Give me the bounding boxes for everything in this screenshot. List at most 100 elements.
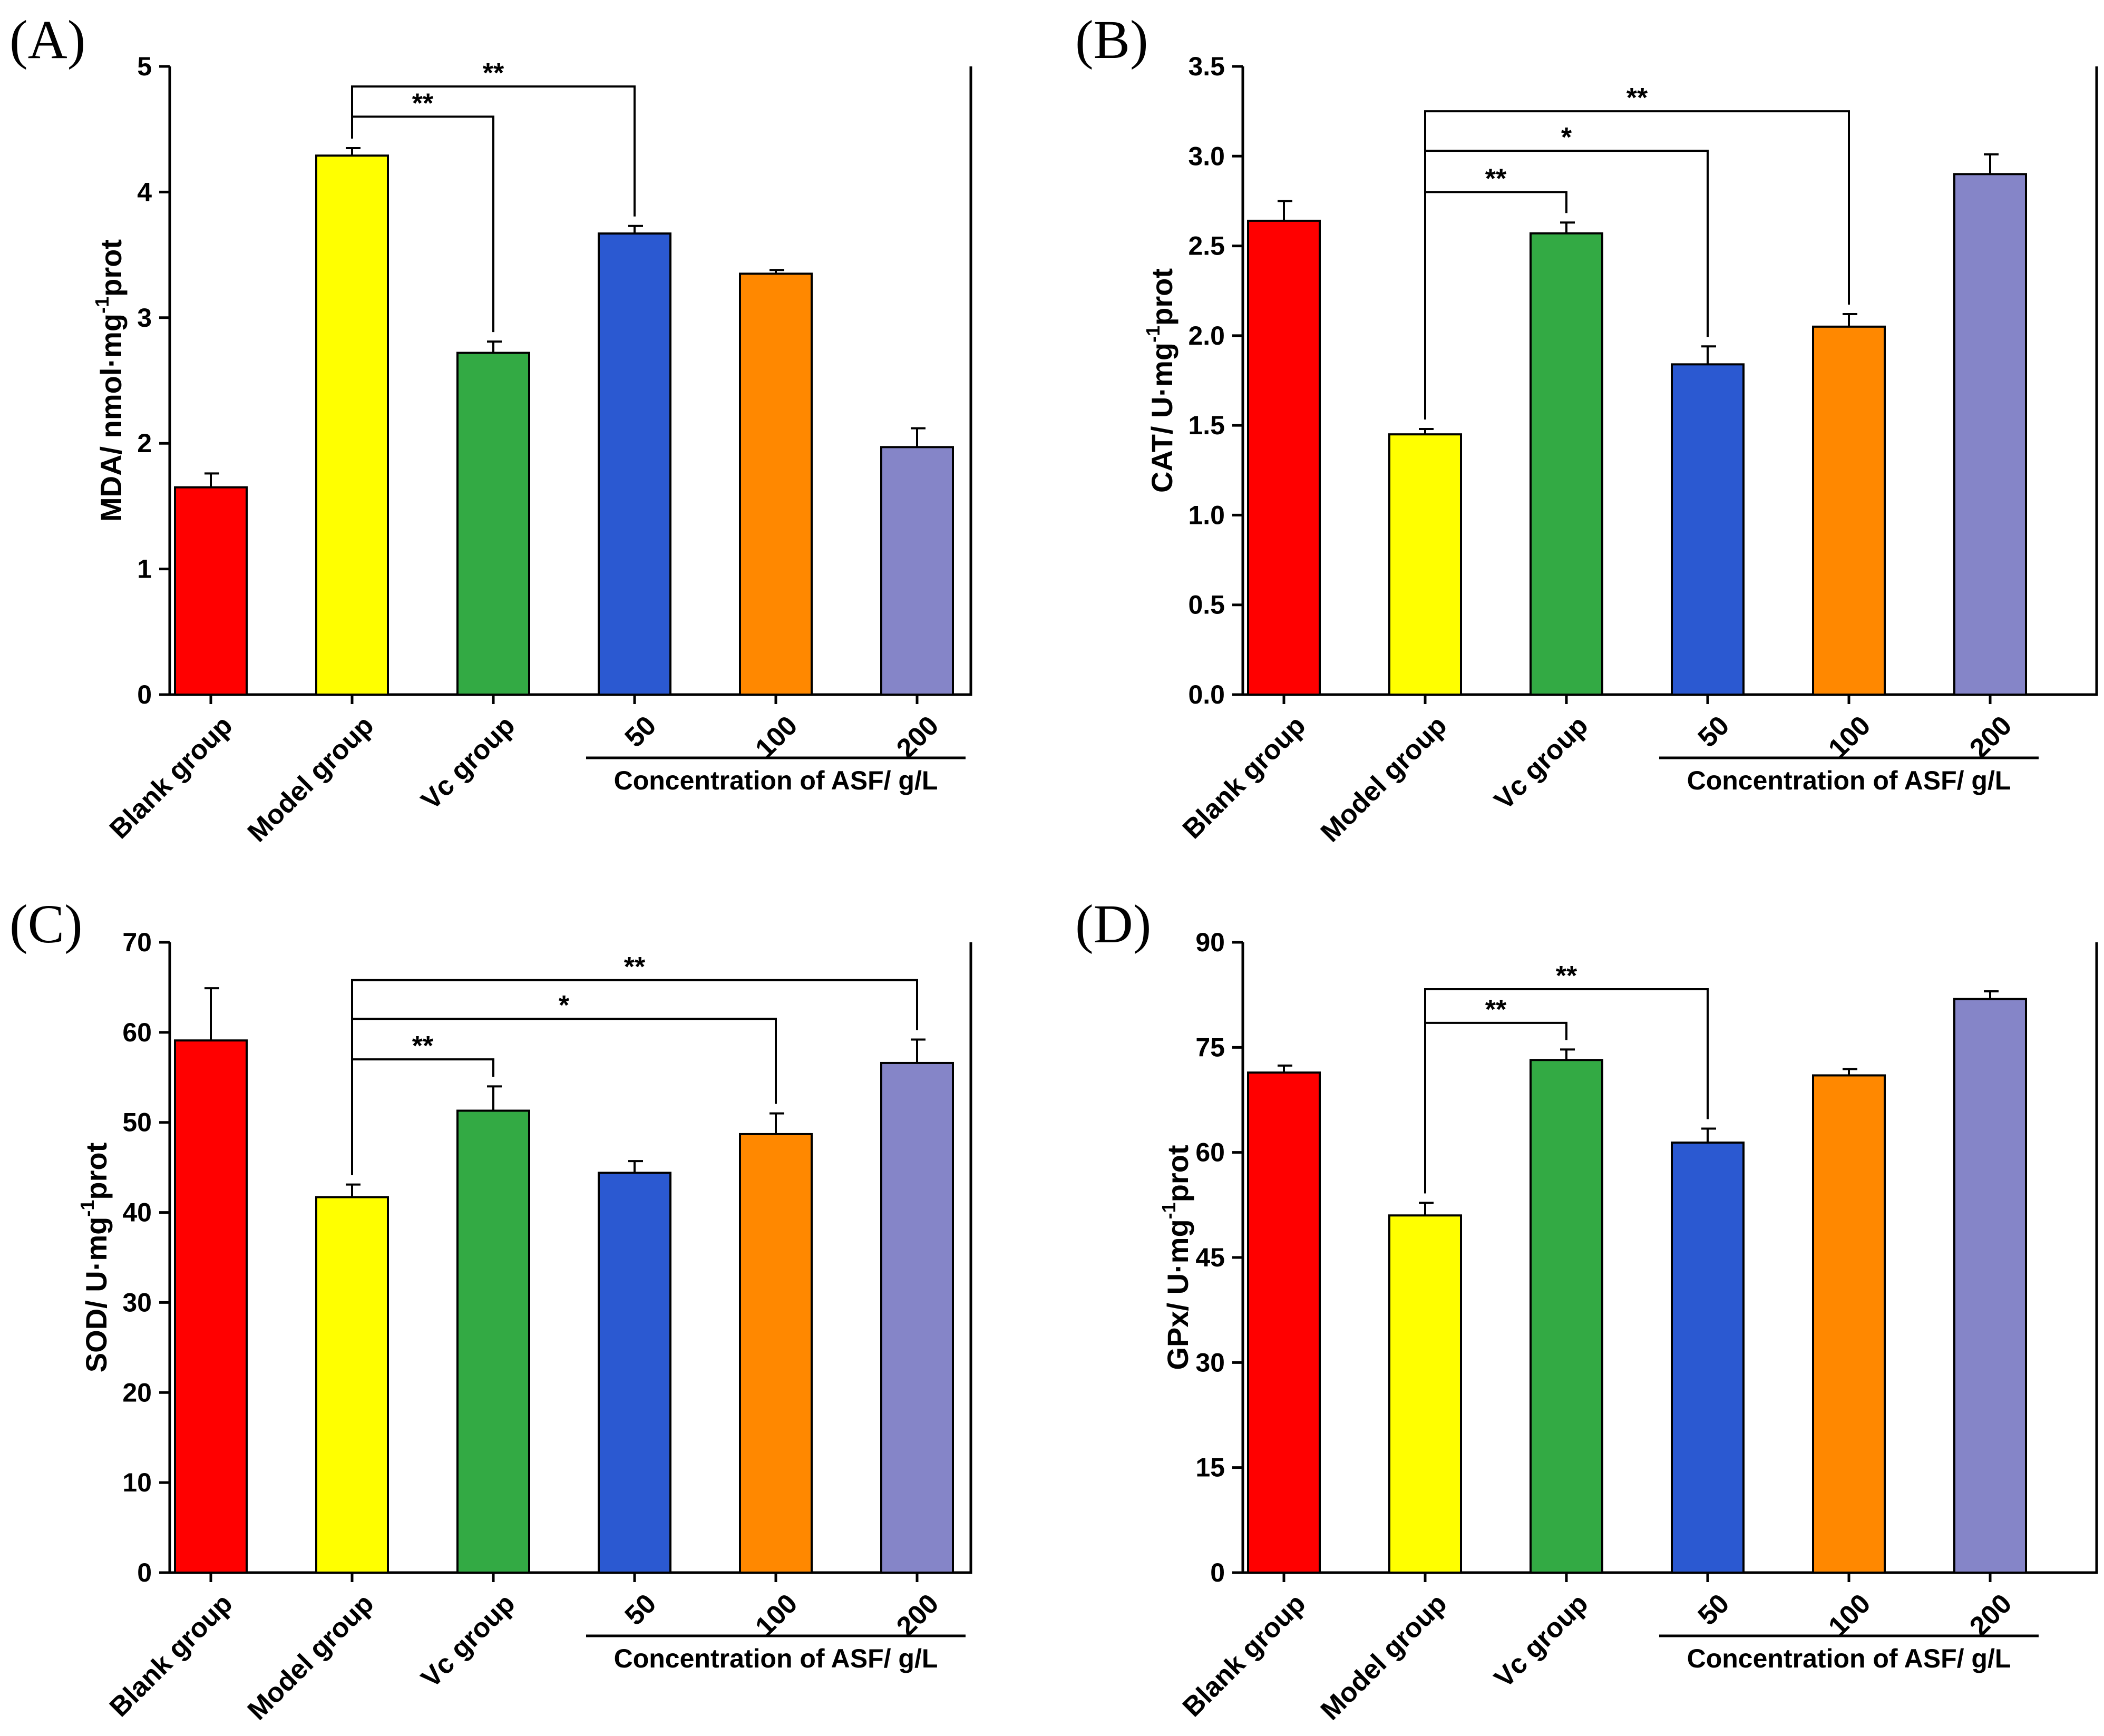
y-tick-label: 1.0 xyxy=(1188,500,1225,530)
x-tick-label: Blank group xyxy=(1177,710,1312,845)
chart-panel-c: (C) 0 10 20 30 40 50 60 70 SOD/ U·mg-1prot Blank g… xyxy=(9,894,972,1726)
significance-label: ** xyxy=(483,58,504,89)
group-caption: Concentration of ASF/ g/L xyxy=(614,766,938,795)
y-axis-title: MDA/ nmol·mg-1prot xyxy=(91,239,128,522)
panel-label: (A) xyxy=(9,9,85,70)
y-tick-label: 60 xyxy=(122,1018,152,1047)
bar-6 xyxy=(1953,173,2027,696)
x-tick-label: Model group xyxy=(1315,1588,1453,1726)
y-tick-label: 0 xyxy=(1210,1558,1225,1587)
x-tick-label: Model group xyxy=(1315,710,1453,848)
y-tick-label: 1 xyxy=(137,554,152,584)
x-tick-label: Vc group xyxy=(1488,1588,1594,1693)
x-tick-label: 100 xyxy=(749,710,803,764)
bar-3 xyxy=(456,1109,530,1574)
y-tick-label: 20 xyxy=(122,1378,152,1407)
axis-frame xyxy=(168,66,972,696)
group-caption: Concentration of ASF/ g/L xyxy=(1687,1644,2011,1673)
y-tick-label: 10 xyxy=(122,1468,152,1497)
group-caption: Concentration of ASF/ g/L xyxy=(1687,766,2011,795)
x-tick-label: 200 xyxy=(1964,1588,2018,1642)
bar-3 xyxy=(1530,232,1603,696)
x-tick-label: 50 xyxy=(1692,1588,1736,1631)
y-tick-label: 45 xyxy=(1195,1243,1225,1272)
significance-bracket xyxy=(351,85,636,217)
y-axis-title-main: MDA/ nmol·mg xyxy=(94,314,128,522)
bar-1 xyxy=(1247,1071,1321,1574)
bar-2 xyxy=(1388,1214,1462,1574)
chart-panel-b: (B) 0.0 0.5 1.0 1.5 2.0 2.5 3.0 3.5 CAT/ U·mg-1pr… xyxy=(1075,9,2098,848)
significance-bracket xyxy=(1424,110,1850,420)
significance-bracket xyxy=(1424,988,1709,1194)
bar-2 xyxy=(315,1196,389,1574)
y-axis-title-sup: -1 xyxy=(76,1200,98,1217)
x-tick-label: 100 xyxy=(749,1588,803,1642)
y-tick-label: 3.5 xyxy=(1188,52,1225,81)
bar-6 xyxy=(880,446,954,696)
bar-6 xyxy=(1953,998,2027,1574)
significance-label: ** xyxy=(624,952,646,982)
bar-1 xyxy=(1247,219,1321,696)
y-tick-label: 0 xyxy=(137,1558,152,1587)
y-tick-label: 30 xyxy=(122,1288,152,1317)
group-caption: Concentration of ASF/ g/L xyxy=(614,1644,938,1673)
y-tick-label: 0.0 xyxy=(1188,680,1225,709)
x-tick-label: 50 xyxy=(619,710,663,753)
axis-frame xyxy=(1241,66,2098,696)
y-axis-title-end: prot xyxy=(94,239,128,297)
y-tick-label: 90 xyxy=(1195,928,1225,957)
y-axis-title-sup: -1 xyxy=(1142,326,1164,343)
y-tick-label: 40 xyxy=(122,1198,152,1227)
x-tick-label: Blank group xyxy=(1177,1588,1312,1723)
y-tick-label: 1.5 xyxy=(1188,411,1225,440)
bar-4 xyxy=(1671,363,1745,696)
bar-5 xyxy=(1812,1074,1886,1574)
significance-label: ** xyxy=(1485,163,1507,194)
significance-label: * xyxy=(1561,122,1572,153)
significance-label: ** xyxy=(1485,994,1507,1025)
significance-label: * xyxy=(559,990,570,1021)
axis-frame xyxy=(168,942,972,1574)
y-tick-label: 2 xyxy=(137,428,152,458)
y-tick-label: 2.5 xyxy=(1188,231,1225,261)
x-tick-label: 50 xyxy=(619,1588,663,1631)
y-axis-title-main: CAT/ U·mg xyxy=(1145,343,1178,493)
y-axis-title-sup: -1 xyxy=(91,297,113,314)
panel-label: (C) xyxy=(9,894,83,954)
bar-3 xyxy=(456,352,530,696)
x-tick-label: 100 xyxy=(1823,1588,1876,1642)
y-axis-title-main: SOD/ U·mg xyxy=(80,1217,113,1373)
y-tick-label: 4 xyxy=(137,177,152,207)
significance-label: ** xyxy=(412,88,434,119)
bar-4 xyxy=(598,232,671,696)
significance-label: ** xyxy=(412,1031,434,1061)
significance-bracket xyxy=(351,979,918,1175)
x-tick-label: 200 xyxy=(1964,710,2018,764)
panel-label: (D) xyxy=(1075,894,1151,954)
significance-label: ** xyxy=(1556,961,1577,991)
y-tick-label: 5 xyxy=(137,52,152,81)
y-axis-title-sup: -1 xyxy=(1158,1202,1180,1219)
x-tick-label: 100 xyxy=(1823,710,1876,764)
bar-5 xyxy=(1812,325,1886,696)
chart-panel-d: (D) 0 15 30 45 60 75 90 GPx/ U·mg-1prot Blank gro… xyxy=(1075,894,2098,1726)
x-tick-label: Model group xyxy=(242,710,380,848)
y-tick-label: 2.0 xyxy=(1188,321,1225,350)
y-axis-title: GPx/ U·mg-1prot xyxy=(1158,1145,1194,1370)
chart-panel-a: (A) 0 1 2 3 4 5 MDA/ nmol·mg-1prot Blank group Mo… xyxy=(9,9,972,848)
bar-2 xyxy=(1388,433,1462,696)
y-tick-label: 75 xyxy=(1195,1032,1225,1062)
y-tick-label: 0.5 xyxy=(1188,590,1225,620)
x-tick-label: Vc group xyxy=(1488,710,1594,815)
bar-4 xyxy=(598,1172,671,1574)
bar-5 xyxy=(739,1133,813,1574)
y-axis-title-end: prot xyxy=(80,1143,113,1200)
y-tick-label: 0 xyxy=(137,680,152,709)
y-tick-label: 30 xyxy=(1195,1348,1225,1377)
x-tick-label: Model group xyxy=(242,1588,380,1726)
bar-1 xyxy=(174,486,248,696)
y-axis-title-end: prot xyxy=(1161,1145,1194,1202)
x-tick-label: Vc group xyxy=(415,710,521,815)
bar-6 xyxy=(880,1061,954,1574)
